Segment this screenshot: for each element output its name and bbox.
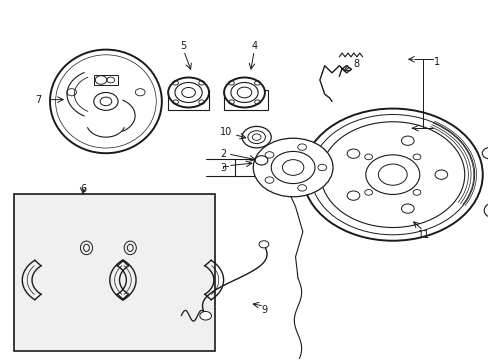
Text: 1: 1 [432,57,439,67]
Circle shape [302,109,482,241]
Text: 6: 6 [80,184,86,194]
Ellipse shape [50,50,162,153]
Bar [168,90,208,110]
Text: 4: 4 [251,41,257,51]
Circle shape [168,77,208,108]
Circle shape [481,148,488,159]
Circle shape [242,126,271,148]
Text: 10: 10 [220,127,232,137]
Circle shape [253,138,332,197]
Text: 7: 7 [35,95,41,105]
Text: 9: 9 [261,305,267,315]
Bar [224,90,267,110]
Text: 5: 5 [180,41,186,51]
Bar [14,194,215,351]
Circle shape [224,77,264,108]
Text: 3: 3 [220,163,226,173]
Bar [234,158,292,176]
Text: 11: 11 [417,230,429,240]
Bar [94,75,118,85]
Text: 8: 8 [352,59,359,69]
Circle shape [259,241,268,248]
Text: 2: 2 [220,149,226,159]
Circle shape [200,311,211,320]
Circle shape [483,203,488,218]
